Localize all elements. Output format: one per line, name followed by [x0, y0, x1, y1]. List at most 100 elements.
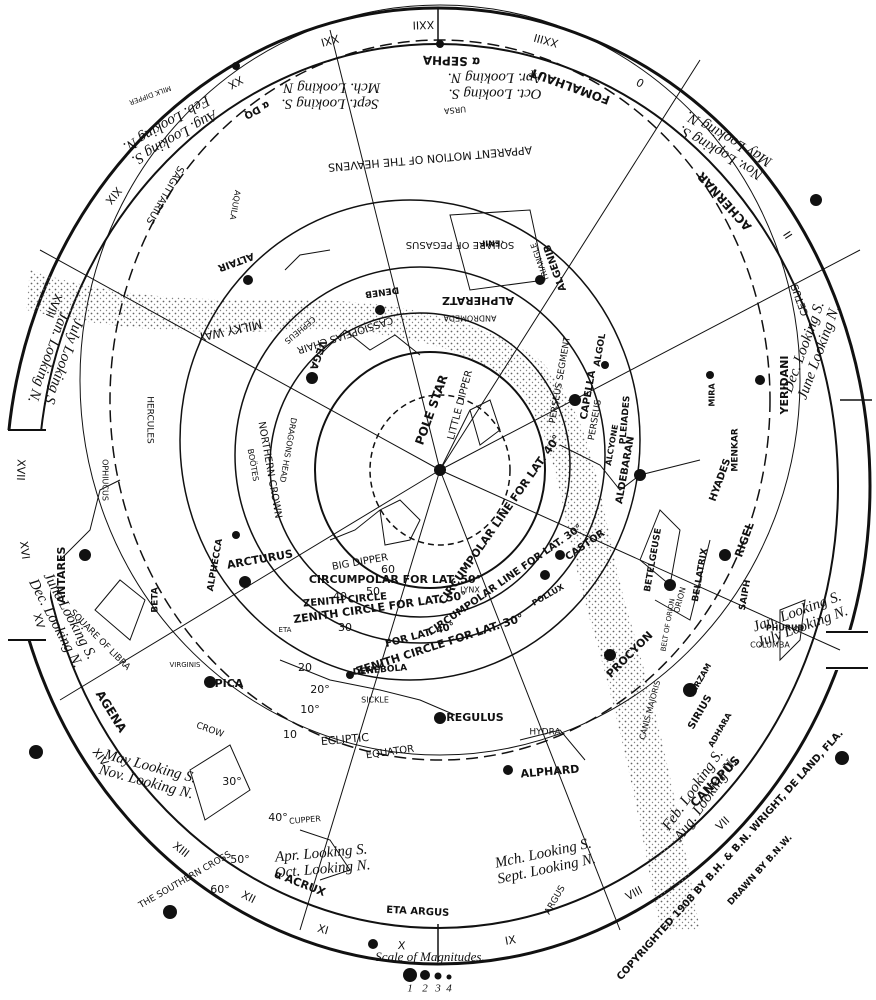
degree-label: 40°	[268, 811, 288, 824]
star-label: DENEB	[364, 284, 399, 299]
constellation-label: ETA	[279, 626, 292, 634]
star-label: YERIDANI	[778, 356, 791, 416]
hour-label: XVI	[17, 540, 32, 560]
month-line: Sept. Looking S.	[281, 96, 379, 112]
constellation-label: EQUATOR	[365, 744, 415, 762]
month-label: July Looking S.Jan. Looking N.	[24, 310, 86, 410]
month-line: Apr. Looking N.	[447, 70, 543, 86]
star-label: PHURUD	[766, 624, 805, 633]
star-label: POLLUX	[530, 582, 566, 608]
constellation-label: SICKLE	[361, 696, 389, 705]
circle-label: CIRCUMPOLAR FOR LAT. 50°	[309, 573, 481, 586]
constellation-label: ANDROMEDA	[443, 314, 496, 323]
hour-label: VII	[713, 814, 732, 833]
constellation-label: BOÖTES	[246, 448, 262, 482]
star-label: REGULUS	[446, 711, 503, 724]
degree-label: 40	[333, 590, 347, 603]
scale-title: Scale of Magnitudes.	[375, 949, 484, 964]
constellation-label: VIRGINIS	[170, 661, 202, 669]
star-label: ARCTURUS	[226, 547, 294, 571]
constellation-label: ARGUS	[543, 884, 568, 917]
degree-label: 60°	[210, 883, 230, 896]
hour-label: XV	[30, 612, 47, 631]
hour-label: I	[717, 143, 728, 155]
hour-label: XXII	[412, 18, 434, 32]
star-label: ALTAIR	[216, 250, 255, 273]
degree-label: 30	[338, 621, 352, 634]
constellation-label: ECLIPTIC	[320, 731, 370, 748]
star-label: ANTARES	[55, 547, 68, 604]
star-label: ALPHARD	[520, 762, 580, 780]
constellation-lines	[59, 209, 806, 881]
month-label: Oct. Looking S.Apr. Looking N.	[447, 70, 543, 102]
star-label: PLEIADES	[618, 395, 632, 445]
hour-label: XVII	[14, 459, 28, 481]
scale-number: 2	[422, 983, 428, 995]
degree-label: 50°	[230, 853, 250, 866]
hour-label: IX	[504, 933, 517, 948]
hour-label: II	[781, 228, 795, 241]
star-label: ALPHECCA	[206, 538, 225, 592]
magnitude-scale	[403, 968, 452, 982]
constellation-label: COLUMBA	[750, 641, 790, 650]
star-label: MIRA	[708, 383, 717, 407]
hour-label: XII	[239, 888, 257, 906]
hour-label: XI	[316, 922, 330, 937]
constellation-label: HERCULES	[145, 396, 155, 444]
month-label: Sept. Looking S.Mch. Looking N.	[280, 80, 382, 112]
star-label: ADHARA	[707, 711, 734, 749]
constellation-label: LYNX	[460, 586, 480, 595]
constellation-label: CUPPER	[289, 814, 322, 826]
degree-label: 20°	[310, 683, 330, 696]
degree-label: 10	[283, 728, 297, 741]
month-line: Oct. Looking S.	[448, 86, 541, 102]
scale-number: 1	[407, 983, 413, 995]
degree-label: 60	[381, 563, 395, 576]
star-label: BETELGEUSE	[643, 527, 664, 592]
hour-label: XX	[225, 73, 245, 92]
hour-label: 0	[634, 75, 646, 90]
star-label: ALCYONE	[604, 424, 620, 467]
month-label: Dec. Looking S.June Looking N.	[780, 299, 844, 401]
constellation-label: DRAGONS HEAD	[278, 417, 298, 483]
star-label: SPICA	[207, 677, 244, 690]
star-label: BELLATRIX	[691, 548, 710, 603]
star-dots	[29, 40, 849, 949]
constellation-label: LITTLE DIPPER	[446, 369, 475, 441]
constellation-label: HYDRA	[529, 728, 561, 738]
hour-label: VIII	[623, 884, 644, 904]
constellation-label: OPHIUCUS	[101, 459, 110, 501]
star-label: MIRZAM	[687, 662, 713, 699]
degree-label: 50	[366, 585, 380, 598]
constellation-label: SAGITTARIUS	[143, 164, 185, 226]
month-label: May Looking S.Nov. Looking N.	[96, 747, 198, 803]
month-line: Mch. Looking N.	[280, 80, 382, 96]
constellation-label: AQUILA	[228, 189, 242, 221]
scale-number: 4	[446, 983, 452, 995]
hour-label: XIII	[170, 839, 192, 860]
star-label: SAIPH	[738, 579, 753, 611]
constellation-label: BELT OF ORION	[659, 598, 676, 652]
ring-star-label: α SEPHA	[422, 53, 481, 69]
degree-label: 30°	[222, 775, 242, 788]
constellation-label: CROW	[195, 721, 225, 740]
star-label: SIRIUS	[686, 693, 714, 731]
hour-label: X	[397, 939, 406, 953]
degree-label: 10°	[300, 703, 320, 716]
star-label: ENIF	[480, 239, 501, 248]
constellation-label: NORTHERN CROWN	[256, 421, 284, 520]
month-label: Mch. Looking S.Sept. Looking N.	[492, 836, 597, 888]
star-label: ALPHERATZ	[442, 294, 514, 307]
degree-label: 20	[298, 661, 312, 674]
month-label: Nov. Looking S.May Looking N.	[676, 107, 776, 183]
scale-number: 3	[434, 983, 441, 995]
hour-label: XXI	[319, 32, 340, 49]
ring-star-label: ETA ARGUS	[386, 905, 450, 919]
ring-star-label: AGENA	[93, 688, 130, 736]
star-label: MENKAR	[731, 428, 741, 472]
constellation-label: SQUARE OF PEGASUS	[406, 239, 515, 250]
star-label: DENEBOLA	[352, 663, 407, 678]
hour-label: XXIII	[532, 31, 559, 50]
month-label: Apr. Looking S.Oct. Looking N.	[273, 841, 371, 881]
